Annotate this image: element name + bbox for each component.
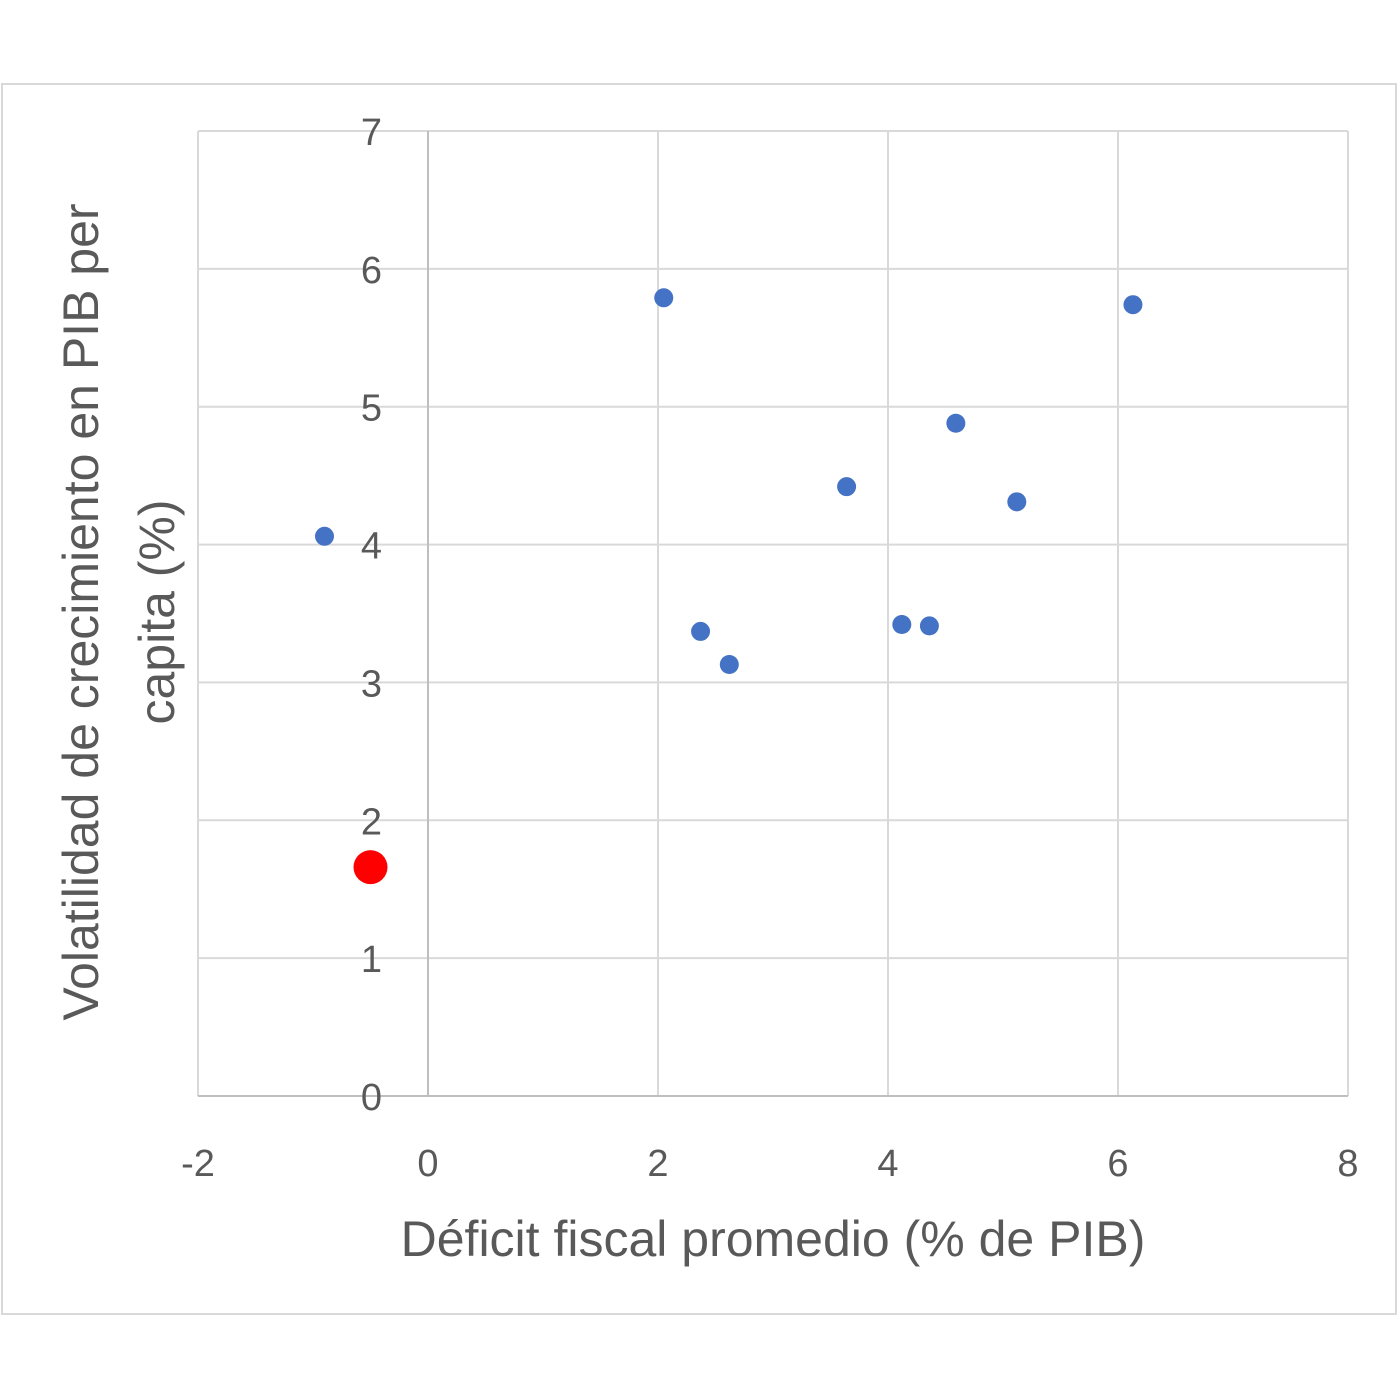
highlighted-data-point	[353, 850, 388, 885]
y-tick-label: 4	[361, 526, 382, 568]
y-tick-label: 2	[361, 801, 382, 843]
data-point	[1123, 295, 1143, 315]
y-axis-title-group: Volatilidad de crecimiento en PIB per ca…	[53, 203, 185, 1020]
data-point	[946, 413, 966, 433]
data-point	[654, 288, 674, 308]
y-axis-title-line-1: Volatilidad de crecimiento en PIB per	[53, 203, 109, 1020]
y-tick-label: 0	[361, 1077, 382, 1119]
data-point	[719, 655, 739, 675]
data-point	[837, 477, 857, 497]
gridlines	[197, 130, 1349, 1097]
x-tick-label: 6	[1107, 1143, 1128, 1185]
y-tick-label: 1	[361, 939, 382, 981]
y-tick-label: 6	[361, 250, 382, 292]
x-tick-label: 4	[877, 1143, 898, 1185]
y-tick-label: 3	[361, 663, 382, 705]
x-tick-label: 8	[1337, 1143, 1358, 1185]
y-tick-label: 7	[361, 112, 382, 154]
chart-frame	[1, 83, 1397, 1315]
data-point	[919, 616, 939, 636]
x-tick-label: 0	[417, 1143, 438, 1185]
y-tick-label: 5	[361, 388, 382, 430]
data-point	[1007, 492, 1027, 512]
data-points	[315, 288, 1143, 885]
data-point	[691, 621, 711, 641]
tick-labels: -2 0 2 4 6 8 0 1 2 3 4 5 6 7	[181, 112, 1358, 1185]
x-tick-label: -2	[181, 1143, 215, 1185]
x-tick-label: 2	[647, 1143, 668, 1185]
data-point	[892, 615, 912, 635]
x-axis-title: Déficit fiscal promedio (% de PIB)	[401, 1211, 1146, 1267]
data-point	[315, 526, 334, 546]
y-axis-title-line-2: capita (%)	[129, 499, 185, 724]
